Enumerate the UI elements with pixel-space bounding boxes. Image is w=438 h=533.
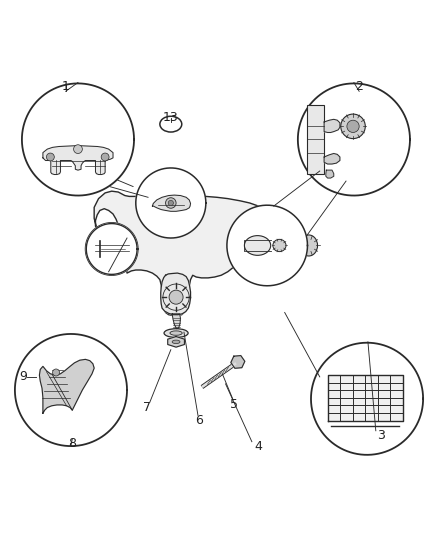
Text: 4: 4 — [254, 440, 262, 453]
Polygon shape — [43, 146, 113, 174]
Polygon shape — [311, 343, 423, 455]
Ellipse shape — [273, 239, 286, 252]
Polygon shape — [86, 223, 137, 274]
Circle shape — [101, 153, 109, 161]
Polygon shape — [15, 334, 127, 446]
Circle shape — [347, 120, 359, 133]
Polygon shape — [227, 205, 307, 286]
Ellipse shape — [160, 116, 182, 132]
Circle shape — [341, 114, 365, 139]
Circle shape — [174, 180, 181, 187]
Polygon shape — [324, 154, 340, 164]
Polygon shape — [136, 168, 206, 238]
Polygon shape — [231, 356, 245, 368]
Text: 1: 1 — [62, 80, 70, 93]
Ellipse shape — [300, 235, 318, 256]
Ellipse shape — [172, 340, 180, 344]
Text: 5: 5 — [230, 398, 238, 411]
Polygon shape — [326, 170, 334, 178]
Polygon shape — [168, 336, 184, 347]
Polygon shape — [39, 359, 94, 413]
Polygon shape — [152, 195, 191, 211]
Ellipse shape — [164, 329, 188, 337]
Circle shape — [169, 290, 183, 304]
Text: 8: 8 — [68, 438, 76, 450]
Text: 6: 6 — [195, 414, 203, 427]
Ellipse shape — [244, 236, 271, 255]
Circle shape — [46, 153, 54, 161]
Text: 2: 2 — [355, 80, 363, 93]
Circle shape — [168, 200, 173, 206]
Text: 3: 3 — [377, 429, 385, 442]
Polygon shape — [243, 233, 298, 258]
Polygon shape — [22, 84, 134, 196]
Polygon shape — [161, 273, 191, 314]
Ellipse shape — [238, 233, 249, 258]
Text: 7: 7 — [143, 401, 151, 414]
Circle shape — [74, 145, 82, 154]
Polygon shape — [85, 223, 138, 275]
Circle shape — [166, 198, 176, 208]
Polygon shape — [94, 188, 299, 316]
Ellipse shape — [293, 233, 304, 258]
Text: 13: 13 — [163, 111, 179, 124]
Polygon shape — [307, 106, 324, 174]
Polygon shape — [298, 84, 410, 196]
Polygon shape — [328, 375, 403, 421]
Ellipse shape — [170, 331, 182, 335]
Polygon shape — [324, 119, 340, 133]
Circle shape — [53, 369, 60, 376]
Text: 9: 9 — [19, 370, 27, 383]
Polygon shape — [172, 314, 180, 329]
Polygon shape — [163, 179, 192, 189]
